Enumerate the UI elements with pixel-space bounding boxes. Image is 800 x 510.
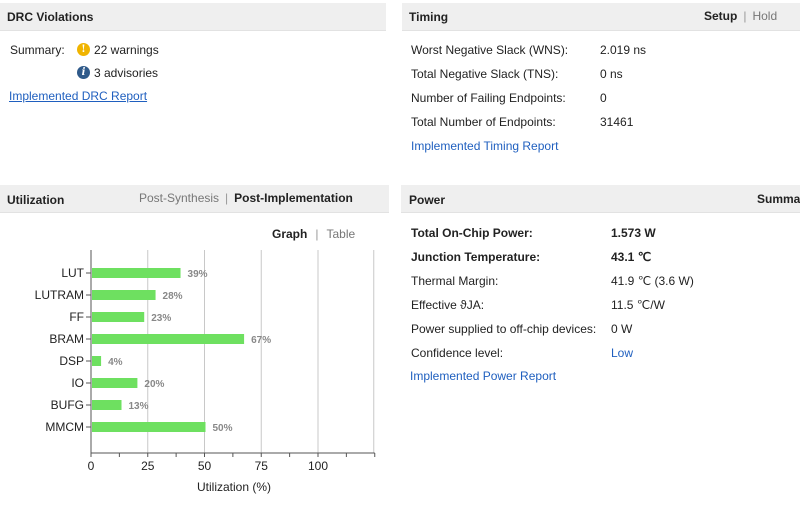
chart-category-label: MMCM <box>45 420 84 434</box>
chart-bar <box>92 268 181 278</box>
chart-bars: 39% 28% 23% 67% 4% 20% 13% 50% <box>92 268 271 434</box>
chart-bar <box>92 378 138 388</box>
timing-label: Worst Negative Slack (WNS): <box>411 43 569 57</box>
timing-report-link[interactable]: Implemented Timing Report <box>411 139 559 153</box>
tab-summary[interactable]: Summa <box>757 192 800 206</box>
power-value: 1.573 W <box>611 226 656 240</box>
warning-icon: ! <box>77 43 90 56</box>
drc-advisories-count: 3 advisories <box>94 66 159 80</box>
chart-value-label: 23% <box>151 313 171 324</box>
timing-value: 31461 <box>600 115 634 129</box>
chart-category-label: DSP <box>59 354 84 368</box>
power-label: Power supplied to off-chip devices: <box>411 322 597 336</box>
chart-x-tick-label: 50 <box>198 459 212 473</box>
chart-axis: 0 25 50 75 100 LUT LUTRAM FF BRAM DSP IO BUFG MMCM <box>35 250 376 473</box>
tab-post-implementation[interactable]: Post-Implementation <box>234 191 353 205</box>
timing-value: 2.019 ns <box>600 43 647 57</box>
power-label: Effective ϑJA: <box>411 298 485 312</box>
timing-value: 0 ns <box>600 67 623 81</box>
timing-panel-title: Timing <box>409 10 449 24</box>
chart-category-label: LUT <box>61 266 84 280</box>
tab-setup[interactable]: Setup <box>704 9 738 23</box>
chart-bar <box>92 356 102 366</box>
timing-tabs: Setup | Hold <box>704 9 777 23</box>
power-label: Junction Temperature: <box>411 250 541 264</box>
power-value: 43.1 ℃ <box>611 250 652 264</box>
timing-value: 0 <box>600 91 607 105</box>
chart-category-label: BUFG <box>51 398 84 412</box>
chart-bar <box>92 400 122 410</box>
power-label: Confidence level: <box>411 346 504 360</box>
chart-bar <box>92 422 206 432</box>
tab-separator: | <box>743 9 747 23</box>
power-value: 0 W <box>611 322 633 336</box>
confidence-level-link[interactable]: Low <box>611 346 634 360</box>
chart-x-tick-label: 75 <box>255 459 269 473</box>
power-value: 41.9 ℃ (3.6 W) <box>611 274 694 288</box>
chart-bar <box>92 290 156 300</box>
power-label: Thermal Margin: <box>411 274 499 288</box>
chart-x-axis-label: Utilization (%) <box>197 480 271 494</box>
chart-value-label: 13% <box>129 401 149 412</box>
view-graph[interactable]: Graph <box>272 227 308 241</box>
drc-panel-title: DRC Violations <box>7 10 94 24</box>
chart-category-label: BRAM <box>49 332 84 346</box>
timing-label: Number of Failing Endpoints: <box>411 91 566 105</box>
chart-value-label: 39% <box>188 269 208 280</box>
utilization-chart: 39% 28% 23% 67% 4% 20% 13% 50% 0 25 50 75 100 LUT LUT… <box>35 250 376 494</box>
timing-label: Total Negative Slack (TNS): <box>411 67 559 81</box>
drc-summary-label: Summary: <box>10 43 65 57</box>
chart-value-label: 28% <box>163 291 183 302</box>
chart-x-tick-label: 0 <box>88 459 95 473</box>
utilization-view-toggle: Graph | Table <box>272 227 355 241</box>
power-value: 11.5 ℃/W <box>611 298 665 312</box>
power-report-link[interactable]: Implemented Power Report <box>410 369 557 383</box>
power-panel-title: Power <box>409 193 446 207</box>
tab-separator: | <box>225 191 229 205</box>
drc-panel-header: DRC Violations <box>0 3 386 31</box>
chart-value-label: 4% <box>108 357 123 368</box>
chart-x-tick-label: 100 <box>308 459 328 473</box>
utilization-panel-header: Utilization Post-Synthesis | Post-Implemen… <box>0 185 389 213</box>
chart-bar <box>92 334 245 344</box>
utilization-tabs: Post-Synthesis | Post-Implementation <box>139 191 353 205</box>
power-label: Total On-Chip Power: <box>411 226 533 240</box>
chart-grid <box>147 250 375 453</box>
chart-value-label: 50% <box>213 423 233 434</box>
chart-category-label: LUTRAM <box>35 288 84 302</box>
chart-bar <box>92 312 145 322</box>
chart-category-label: FF <box>69 310 84 324</box>
tab-hold[interactable]: Hold <box>752 9 778 23</box>
timing-label: Total Number of Endpoints: <box>411 115 556 129</box>
chart-value-label: 67% <box>251 335 271 346</box>
power-panel-header: Power Summa <box>401 185 800 213</box>
chart-x-tick-label: 25 <box>141 459 155 473</box>
view-table[interactable]: Table <box>326 227 356 241</box>
tab-post-synthesis[interactable]: Post-Synthesis <box>139 191 220 205</box>
chart-category-label: IO <box>71 376 84 390</box>
drc-warnings-count: 22 warnings <box>94 43 159 57</box>
timing-panel-header: Timing Setup | Hold <box>402 3 800 31</box>
chart-value-label: 20% <box>144 379 164 390</box>
drc-report-link[interactable]: Implemented DRC Report <box>9 89 148 103</box>
utilization-panel-title: Utilization <box>7 193 65 207</box>
info-icon: i <box>77 66 90 79</box>
view-separator: | <box>315 227 319 241</box>
